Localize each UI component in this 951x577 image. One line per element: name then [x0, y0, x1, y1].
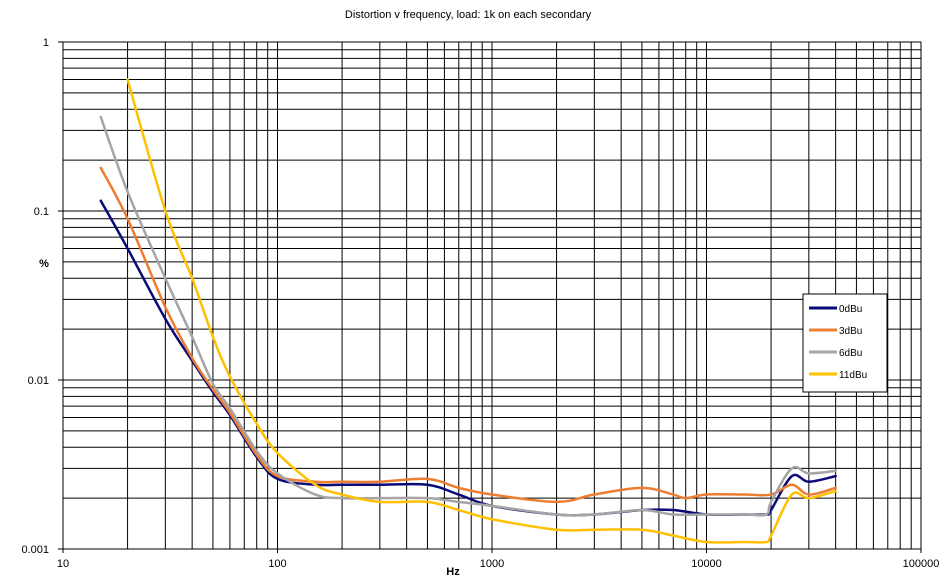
x-tick-label: 100000 — [903, 558, 940, 570]
y-tick-label: 1 — [43, 37, 49, 49]
y-axis-ticks: 1 0.1 0.01 0.001 — [21, 37, 63, 556]
x-tick-label: 10 — [57, 558, 69, 570]
legend-label: 0dBu — [839, 304, 862, 315]
x-tick-label: 100 — [268, 558, 286, 570]
chart-title: Distortion v frequency, load: 1k on each… — [345, 9, 592, 21]
series-line-3dBu — [99, 166, 837, 504]
legend-label: 3dBu — [839, 326, 862, 337]
y-tick-label: 0.1 — [34, 206, 49, 218]
y-tick-label: 0.001 — [21, 544, 49, 556]
series-layer — [99, 78, 837, 544]
series-line-11dBu — [126, 78, 837, 544]
legend-label: 6dBu — [839, 348, 862, 359]
plot-grid — [62, 42, 921, 550]
y-tick-label: 0.01 — [28, 375, 49, 387]
series-line-6dBu — [99, 115, 837, 517]
y-axis-label: % — [39, 258, 49, 270]
x-axis-ticks: 10 100 1000 10000 100000 — [57, 549, 939, 570]
legend-box — [802, 293, 888, 393]
x-tick-label: 1000 — [480, 558, 504, 570]
x-tick-label: 10000 — [691, 558, 722, 570]
legend: 0dBu 3dBu 6dBu 11dBu — [802, 293, 888, 393]
x-axis-label: Hz — [446, 566, 460, 577]
legend-label: 11dBu — [839, 370, 867, 381]
